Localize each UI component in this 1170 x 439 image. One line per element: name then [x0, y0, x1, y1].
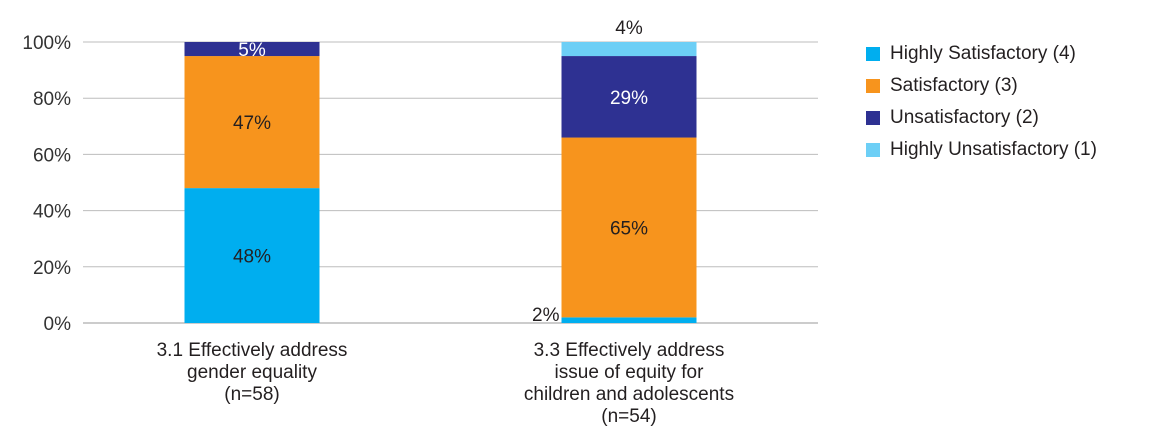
legend: Highly Satisfactory (4) Satisfactory (3)… — [866, 38, 1097, 166]
legend-swatch — [866, 111, 880, 125]
x-category-label: 3.3 Effectively address — [534, 340, 725, 361]
legend-label: Satisfactory (3) — [890, 75, 1018, 96]
legend-label: Highly Satisfactory (4) — [890, 43, 1076, 64]
y-tick-label: 100% — [22, 33, 71, 54]
x-category-label: gender equality — [187, 362, 317, 383]
bar-segment — [561, 56, 697, 138]
stacked-bar-chart: 0% 20% 40% 60% 80% 100% 48% 47% 5% 2% 65% 29% 4% 3.… — [22, 18, 818, 427]
data-label: 5% — [238, 40, 266, 61]
bar-segment — [184, 188, 320, 323]
x-category-label: (n=54) — [601, 406, 656, 427]
y-tick-label: 80% — [33, 89, 71, 110]
legend-label: Unsatisfactory (2) — [890, 107, 1039, 128]
x-category-label: issue of equity for — [555, 362, 705, 383]
x-category-label: children and adolescents — [524, 384, 734, 405]
bar-segment — [561, 317, 697, 323]
legend-swatch — [866, 143, 880, 157]
legend-item-highly-unsatisfactory: Highly Unsatisfactory (1) — [866, 134, 1097, 166]
bar-segment — [184, 56, 320, 189]
y-axis: 0% 20% 40% 60% 80% 100% — [22, 33, 71, 335]
y-tick-label: 60% — [33, 145, 71, 166]
bar-segment — [561, 42, 697, 57]
data-label: 65% — [610, 218, 648, 239]
data-label: 47% — [233, 113, 271, 134]
y-tick-label: 0% — [44, 314, 72, 335]
bar-segment — [184, 42, 320, 57]
x-category-label: (n=58) — [224, 384, 279, 405]
legend-item-unsatisfactory: Unsatisfactory (2) — [866, 102, 1097, 134]
legend-item-satisfactory: Satisfactory (3) — [866, 70, 1097, 102]
data-label: 48% — [233, 247, 271, 268]
y-tick-label: 20% — [33, 258, 71, 279]
legend-label: Highly Unsatisfactory (1) — [890, 139, 1097, 160]
legend-item-highly-satisfactory: Highly Satisfactory (4) — [866, 38, 1097, 70]
y-tick-label: 40% — [33, 202, 71, 223]
bar-segment — [561, 137, 697, 318]
legend-swatch — [866, 79, 880, 93]
data-label: 2% — [532, 305, 560, 326]
data-label: 4% — [615, 18, 643, 39]
x-category-label: 3.1 Effectively address — [157, 340, 348, 361]
data-label: 29% — [610, 88, 648, 109]
legend-swatch — [866, 47, 880, 61]
bars: 48% 47% 5% 2% 65% 29% 4% — [184, 18, 697, 326]
